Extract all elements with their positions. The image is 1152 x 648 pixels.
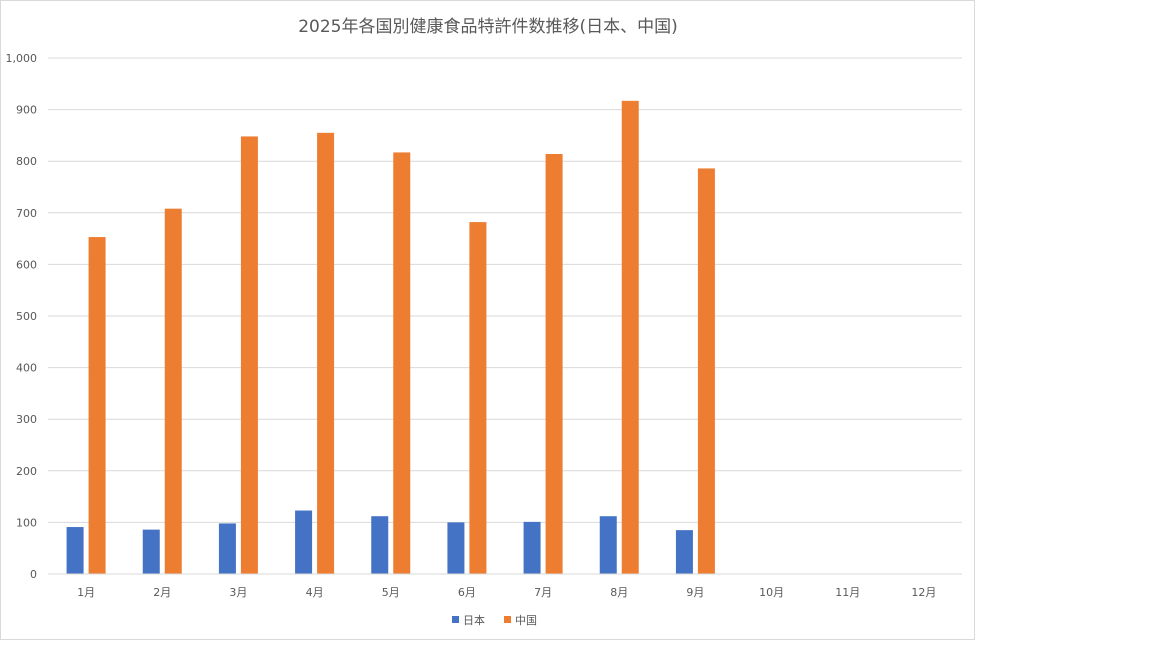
bar-japan bbox=[371, 516, 389, 574]
y-tick-label: 300 bbox=[16, 413, 37, 426]
bar-china bbox=[164, 208, 182, 574]
y-tick-label: 200 bbox=[16, 465, 37, 478]
bar-china bbox=[621, 100, 639, 574]
x-tick-label: 12月 bbox=[911, 586, 936, 599]
bar-japan bbox=[675, 530, 693, 574]
bar-china bbox=[240, 136, 258, 574]
bar-japan bbox=[447, 522, 465, 574]
bar-japan bbox=[523, 521, 541, 574]
x-tick-label: 10月 bbox=[759, 586, 784, 599]
x-tick-label: 7月 bbox=[534, 586, 552, 599]
y-tick-label: 800 bbox=[16, 155, 37, 168]
y-tick-label: 900 bbox=[16, 104, 37, 117]
bar-japan bbox=[218, 523, 236, 574]
x-tick-label: 3月 bbox=[229, 586, 247, 599]
legend-swatch bbox=[452, 616, 459, 623]
x-axis-tick-labels: 1月 2月 3月 4月 5月 6月 7月 8月 9月 10月 11月 12月 bbox=[77, 586, 936, 599]
bar-china bbox=[317, 132, 335, 574]
x-tick-label: 2月 bbox=[153, 586, 171, 599]
y-tick-label: 400 bbox=[16, 362, 37, 375]
y-tick-label: 1,000 bbox=[6, 52, 38, 65]
legend-swatch bbox=[504, 616, 511, 623]
y-tick-label: 500 bbox=[16, 310, 37, 323]
bar-china bbox=[545, 153, 563, 574]
bar-china bbox=[393, 152, 411, 575]
y-axis-tick-labels: 0 100 200 300 400 500 600 700 800 900 1,000 bbox=[6, 52, 38, 581]
bars bbox=[66, 100, 715, 575]
chart-title: 2025年各国別健康食品特許件数推移(日本、中国) bbox=[298, 17, 678, 37]
bar-china bbox=[469, 222, 487, 574]
y-tick-label: 0 bbox=[30, 568, 37, 581]
legend-label: 中国 bbox=[515, 614, 537, 627]
bar-japan bbox=[142, 529, 160, 574]
bar-japan bbox=[599, 516, 617, 574]
bar-japan bbox=[295, 510, 313, 574]
x-tick-label: 1月 bbox=[77, 586, 95, 599]
y-tick-label: 100 bbox=[16, 516, 37, 529]
x-tick-label: 6月 bbox=[458, 586, 476, 599]
legend: 日本 中国 bbox=[452, 613, 537, 627]
x-tick-label: 5月 bbox=[382, 586, 400, 599]
x-tick-label: 4月 bbox=[306, 586, 324, 599]
gridlines bbox=[48, 57, 962, 523]
x-tick-label: 11月 bbox=[835, 586, 860, 599]
bar-china bbox=[88, 237, 106, 574]
bar-china bbox=[697, 168, 715, 574]
chart-frame bbox=[0, 0, 975, 640]
x-tick-label: 9月 bbox=[686, 586, 704, 599]
y-tick-label: 700 bbox=[16, 207, 37, 220]
x-tick-label: 8月 bbox=[610, 586, 628, 599]
y-tick-label: 600 bbox=[16, 258, 37, 271]
bar-japan bbox=[66, 527, 84, 574]
legend-label: 日本 bbox=[463, 613, 485, 627]
